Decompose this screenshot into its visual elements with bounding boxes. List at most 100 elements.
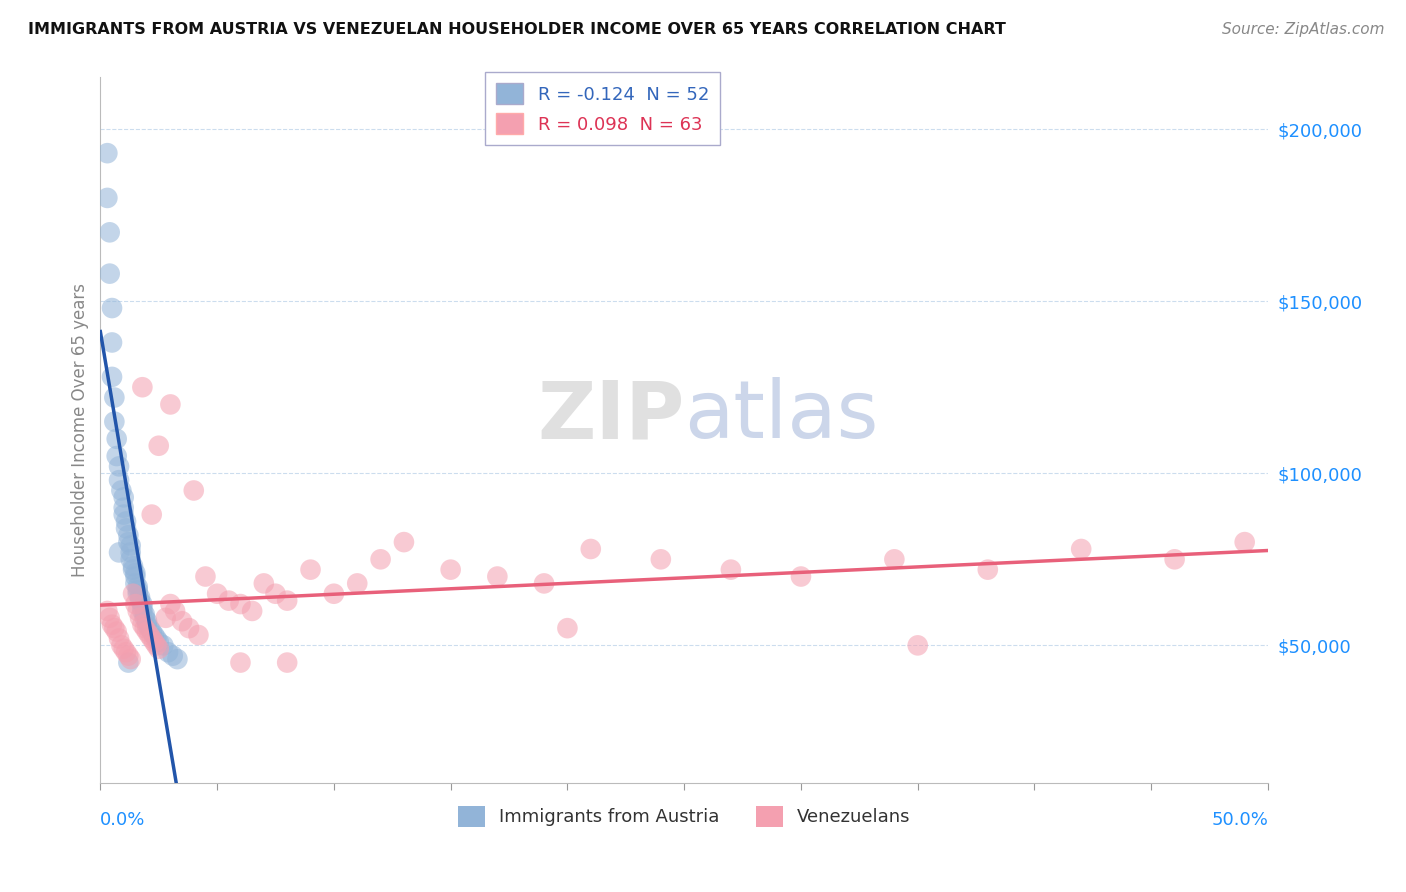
Point <box>1233 535 1256 549</box>
Point <box>127 587 149 601</box>
Point <box>134 607 156 622</box>
Point <box>129 590 152 604</box>
Point <box>218 593 240 607</box>
Legend: Immigrants from Austria, Venezuelans: Immigrants from Austria, Venezuelans <box>450 798 918 834</box>
Point <box>322 587 344 601</box>
Point <box>124 597 146 611</box>
Point <box>96 604 118 618</box>
Point <box>370 552 392 566</box>
Point <box>108 459 131 474</box>
Point <box>141 632 163 646</box>
Text: 50.0%: 50.0% <box>1211 811 1268 830</box>
Point <box>136 624 159 639</box>
Point <box>115 515 138 529</box>
Text: IMMIGRANTS FROM AUSTRIA VS VENEZUELAN HOUSEHOLDER INCOME OVER 65 YEARS CORRELATI: IMMIGRANTS FROM AUSTRIA VS VENEZUELAN HO… <box>28 22 1007 37</box>
Point <box>229 656 252 670</box>
Point <box>159 597 181 611</box>
Point <box>96 191 118 205</box>
Point <box>115 521 138 535</box>
Point <box>101 301 124 315</box>
Point <box>103 415 125 429</box>
Point <box>117 648 139 663</box>
Point <box>159 397 181 411</box>
Point <box>148 439 170 453</box>
Text: 0.0%: 0.0% <box>100 811 146 830</box>
Point <box>131 597 153 611</box>
Point <box>177 621 200 635</box>
Point <box>276 656 298 670</box>
Point <box>650 552 672 566</box>
Point <box>117 656 139 670</box>
Text: Source: ZipAtlas.com: Source: ZipAtlas.com <box>1222 22 1385 37</box>
Point <box>112 500 135 515</box>
Text: atlas: atlas <box>685 377 879 455</box>
Point <box>105 624 128 639</box>
Point <box>162 648 184 663</box>
Point <box>299 563 322 577</box>
Point <box>124 566 146 580</box>
Point <box>440 563 463 577</box>
Point <box>103 621 125 635</box>
Point <box>120 652 142 666</box>
Point <box>172 614 194 628</box>
Point <box>143 628 166 642</box>
Point <box>138 621 160 635</box>
Point <box>101 335 124 350</box>
Point <box>240 604 263 618</box>
Point <box>117 535 139 549</box>
Point <box>122 587 145 601</box>
Point <box>1070 541 1092 556</box>
Point <box>229 597 252 611</box>
Point <box>110 483 132 498</box>
Point <box>122 559 145 574</box>
Point <box>183 483 205 498</box>
Point <box>131 380 153 394</box>
Point <box>145 632 167 646</box>
Point <box>101 617 124 632</box>
Point <box>141 508 163 522</box>
Point <box>105 449 128 463</box>
Point <box>120 552 142 566</box>
Y-axis label: Householder Income Over 65 years: Householder Income Over 65 years <box>72 284 89 577</box>
Point <box>124 576 146 591</box>
Point <box>977 563 1000 577</box>
Point <box>486 569 509 583</box>
Point <box>148 641 170 656</box>
Point <box>136 617 159 632</box>
Point <box>112 641 135 656</box>
Point <box>907 639 929 653</box>
Point <box>145 639 167 653</box>
Point <box>105 432 128 446</box>
Point <box>120 539 142 553</box>
Point <box>120 545 142 559</box>
Point <box>134 611 156 625</box>
Point <box>152 639 174 653</box>
Point <box>138 628 160 642</box>
Point <box>129 593 152 607</box>
Point <box>253 576 276 591</box>
Point <box>98 611 121 625</box>
Point <box>134 621 156 635</box>
Point <box>103 391 125 405</box>
Point <box>131 604 153 618</box>
Point <box>165 604 187 618</box>
Point <box>124 569 146 583</box>
Point <box>148 635 170 649</box>
Point <box>98 225 121 239</box>
Point <box>127 580 149 594</box>
Point <box>157 645 180 659</box>
Point <box>166 652 188 666</box>
Point <box>127 583 149 598</box>
Point <box>720 563 742 577</box>
Point <box>117 528 139 542</box>
Point <box>110 639 132 653</box>
Point <box>392 535 415 549</box>
Point <box>205 587 228 601</box>
Point <box>264 587 287 601</box>
Point <box>112 508 135 522</box>
Point <box>108 632 131 646</box>
Point <box>101 370 124 384</box>
Point <box>122 563 145 577</box>
Point <box>883 552 905 566</box>
Point <box>115 645 138 659</box>
